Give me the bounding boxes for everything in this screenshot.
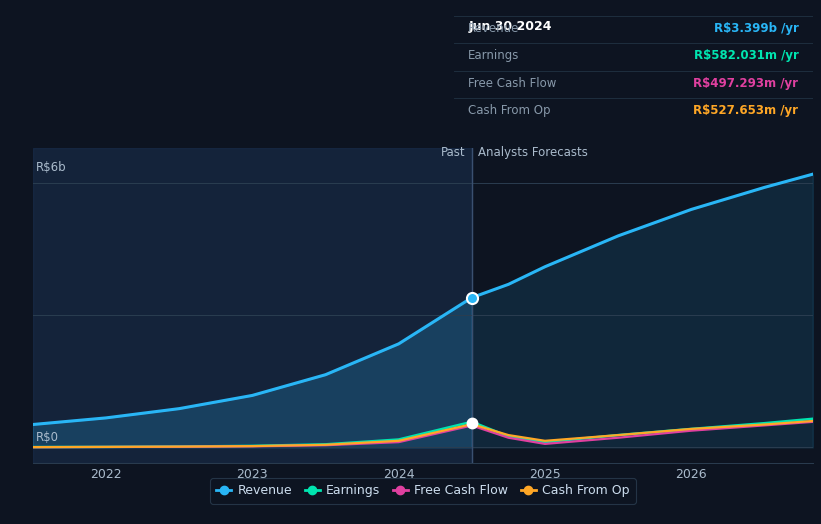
- Text: R$0: R$0: [36, 431, 59, 444]
- Text: R$6b: R$6b: [36, 161, 67, 174]
- Legend: Revenue, Earnings, Free Cash Flow, Cash From Op: Revenue, Earnings, Free Cash Flow, Cash …: [210, 478, 635, 504]
- Bar: [33, 148, 472, 463]
- Text: Revenue: Revenue: [468, 22, 520, 35]
- Text: Earnings: Earnings: [468, 49, 520, 62]
- Text: Jun 30 2024: Jun 30 2024: [468, 20, 552, 33]
- Text: R$497.293m /yr: R$497.293m /yr: [694, 77, 799, 90]
- Text: R$3.399b /yr: R$3.399b /yr: [713, 22, 799, 35]
- Text: Analysts Forecasts: Analysts Forecasts: [478, 146, 588, 159]
- Text: R$527.653m /yr: R$527.653m /yr: [694, 104, 799, 117]
- Text: Free Cash Flow: Free Cash Flow: [468, 77, 557, 90]
- Text: Cash From Op: Cash From Op: [468, 104, 551, 117]
- Text: Past: Past: [442, 146, 466, 159]
- Text: R$582.031m /yr: R$582.031m /yr: [694, 49, 799, 62]
